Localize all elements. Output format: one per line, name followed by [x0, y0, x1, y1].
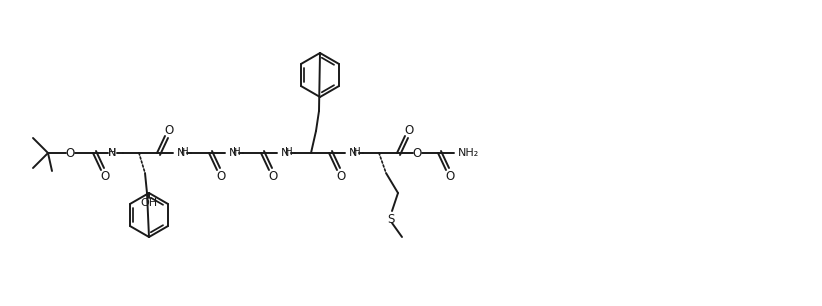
Text: O: O [268, 170, 278, 182]
Text: H: H [233, 147, 241, 157]
Text: N: N [229, 148, 238, 158]
Text: H: H [353, 147, 361, 157]
Text: S: S [387, 212, 395, 226]
Text: O: O [446, 170, 455, 182]
Text: H: H [108, 148, 116, 158]
Text: O: O [164, 124, 173, 136]
Text: N: N [177, 148, 186, 158]
Text: O: O [336, 170, 345, 182]
Text: H: H [285, 147, 293, 157]
Text: N: N [349, 148, 358, 158]
Text: O: O [66, 147, 75, 159]
Text: O: O [216, 170, 225, 182]
Text: N: N [108, 148, 117, 158]
Text: N: N [281, 148, 289, 158]
Text: NH₂: NH₂ [458, 148, 479, 158]
Text: H: H [181, 147, 189, 157]
Text: O: O [404, 124, 413, 136]
Text: O: O [100, 170, 109, 182]
Text: OH: OH [141, 198, 158, 208]
Text: O: O [413, 147, 422, 159]
